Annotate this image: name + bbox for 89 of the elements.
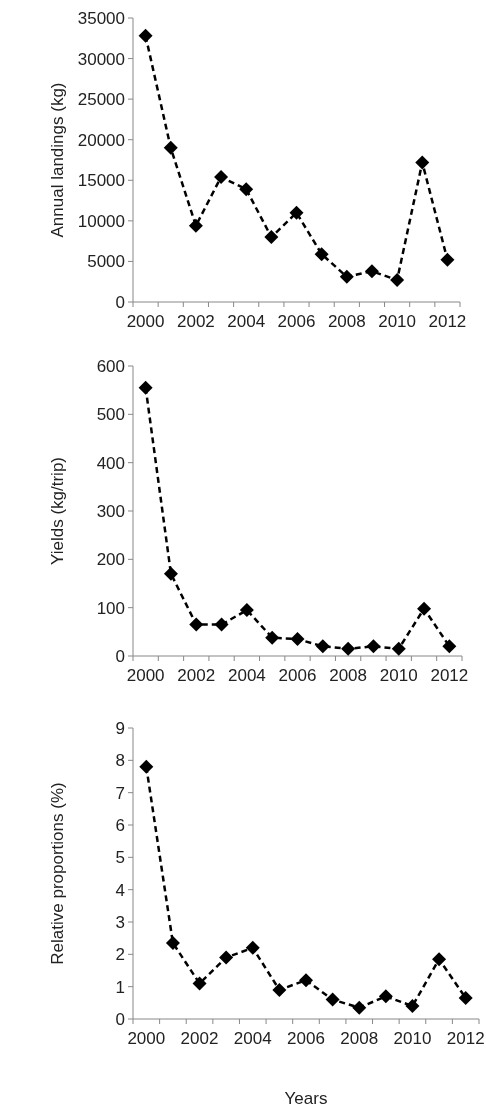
point — [341, 641, 356, 656]
x-axis-title: Years — [284, 1089, 328, 1108]
y-tick-label: 6 — [115, 815, 125, 835]
y-tick-label: 20000 — [77, 130, 125, 150]
point — [391, 641, 406, 656]
point — [214, 170, 229, 185]
point — [405, 999, 420, 1014]
point — [325, 992, 340, 1007]
y-tick-label: 500 — [96, 405, 125, 425]
point — [339, 269, 354, 284]
x-tick-label: 2000 — [127, 1029, 166, 1048]
point — [265, 630, 280, 645]
point — [417, 601, 432, 616]
x-tick-label: 2006 — [277, 312, 316, 331]
point — [138, 28, 153, 43]
y-axis-title: Yields (kg/trip) — [48, 456, 67, 566]
y-tick-label: 4 — [115, 880, 125, 900]
point — [189, 617, 204, 632]
x-tick-label: 2004 — [227, 312, 266, 331]
y-tick-label: 2 — [115, 945, 125, 965]
x-tick-label: 2000 — [126, 666, 165, 685]
point — [352, 1000, 367, 1015]
x-tick-label: 2010 — [379, 666, 418, 685]
point — [219, 950, 234, 965]
point — [315, 639, 330, 654]
x-tick-label: 2006 — [287, 1029, 325, 1048]
point — [364, 264, 379, 279]
y-tick-label: 600 — [96, 356, 125, 376]
point — [264, 230, 279, 245]
x-tick-label: 2004 — [233, 1029, 272, 1048]
y-tick-label: 25000 — [77, 90, 125, 110]
x-tick-label: 2012 — [446, 1029, 485, 1048]
x-tick-label: 2008 — [327, 312, 366, 331]
y-tick-label: 5 — [115, 848, 125, 868]
y-tick-label: 5000 — [87, 252, 125, 272]
y-tick-label: 15000 — [77, 171, 125, 191]
y-tick-label: 200 — [96, 550, 125, 570]
x-tick-label: 2006 — [278, 666, 317, 685]
point — [314, 247, 329, 262]
y-tick-label: 0 — [115, 646, 125, 666]
point — [289, 205, 304, 220]
point — [165, 936, 180, 951]
point — [245, 940, 260, 955]
x-tick-label: 2000 — [126, 312, 165, 331]
y-tick-label: 35000 — [77, 8, 125, 28]
x-tick-label: 2002 — [180, 1029, 219, 1048]
y-tick-label: 1 — [115, 977, 125, 997]
point — [163, 566, 178, 581]
point — [272, 982, 287, 997]
point — [290, 632, 305, 647]
y-tick-label: 300 — [96, 501, 125, 521]
point — [299, 973, 313, 988]
x-tick-label: 2010 — [393, 1029, 432, 1048]
point — [390, 273, 405, 288]
point — [415, 155, 430, 170]
y-tick-label: 3 — [115, 912, 125, 932]
point — [139, 759, 154, 774]
y-tick-label: 7 — [115, 783, 125, 803]
y-tick-label: 0 — [115, 1009, 125, 1029]
point — [188, 218, 203, 233]
point — [432, 952, 447, 967]
point — [378, 989, 393, 1004]
point — [192, 976, 207, 991]
x-tick-label: 2002 — [176, 312, 215, 331]
point — [442, 639, 457, 654]
y-tick-label: 8 — [115, 751, 125, 771]
point — [214, 617, 229, 632]
point — [366, 639, 381, 654]
point — [458, 990, 473, 1005]
x-tick-label: 2010 — [378, 312, 417, 331]
y-tick-label: 10000 — [77, 211, 125, 231]
point — [440, 252, 455, 267]
x-tick-label: 2002 — [177, 666, 216, 685]
y-axis-title: Relative proportions (%) — [48, 782, 67, 965]
y-tick-label: 9 — [115, 718, 125, 738]
y-tick-label: 100 — [96, 598, 125, 618]
x-tick-label: 2012 — [428, 312, 467, 331]
y-tick-label: 400 — [96, 453, 125, 473]
x-tick-label: 2012 — [430, 666, 469, 685]
y-axis-title: Annual landings (kg) — [48, 82, 67, 238]
x-tick-label: 2004 — [227, 666, 266, 685]
x-tick-label: 2008 — [340, 1029, 379, 1048]
point — [138, 380, 153, 395]
point — [239, 603, 254, 618]
x-tick-label: 2008 — [329, 666, 368, 685]
point — [163, 140, 178, 155]
point — [239, 182, 254, 197]
y-tick-label: 30000 — [77, 49, 125, 69]
y-tick-label: 0 — [115, 292, 125, 312]
